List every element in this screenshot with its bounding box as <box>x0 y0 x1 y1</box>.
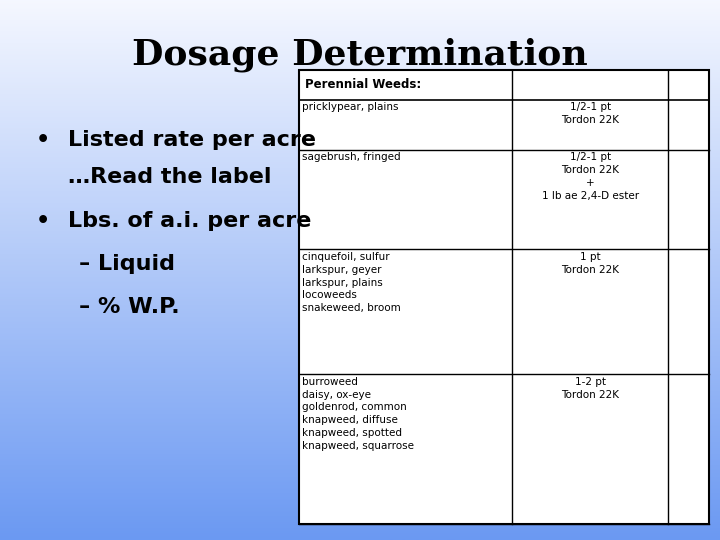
Text: •: • <box>36 211 50 231</box>
Text: …Read the label: …Read the label <box>68 167 272 187</box>
Text: – % W.P.: – % W.P. <box>79 297 180 317</box>
Text: Listed rate per acre: Listed rate per acre <box>68 130 316 150</box>
Text: sagebrush, fringed: sagebrush, fringed <box>302 152 401 163</box>
Text: Lbs. of a.i. per acre: Lbs. of a.i. per acre <box>68 211 312 231</box>
Text: 1-2 pt
Tordon 22K: 1-2 pt Tordon 22K <box>561 377 619 400</box>
Text: Perennial Weeds:: Perennial Weeds: <box>305 78 420 91</box>
Text: 1 pt
Tordon 22K: 1 pt Tordon 22K <box>561 252 619 275</box>
Text: burroweed
daisy, ox-eye
goldenrod, common
knapweed, diffuse
knapweed, spotted
kn: burroweed daisy, ox-eye goldenrod, commo… <box>302 377 415 451</box>
Bar <box>299 70 709 524</box>
Text: 1/2-1 pt
Tordon 22K
+
1 lb ae 2,4-D ester: 1/2-1 pt Tordon 22K + 1 lb ae 2,4-D este… <box>541 152 639 201</box>
Text: pricklypear, plains: pricklypear, plains <box>302 103 399 112</box>
Text: – Liquid: – Liquid <box>79 254 175 274</box>
Text: cinquefoil, sulfur
larkspur, geyer
larkspur, plains
locoweeds
snakeweed, broom: cinquefoil, sulfur larkspur, geyer larks… <box>302 252 401 313</box>
Text: Dosage Determination: Dosage Determination <box>132 38 588 72</box>
Text: •: • <box>36 130 50 150</box>
Text: 1/2-1 pt
Tordon 22K: 1/2-1 pt Tordon 22K <box>561 103 619 125</box>
Bar <box>299 70 709 524</box>
